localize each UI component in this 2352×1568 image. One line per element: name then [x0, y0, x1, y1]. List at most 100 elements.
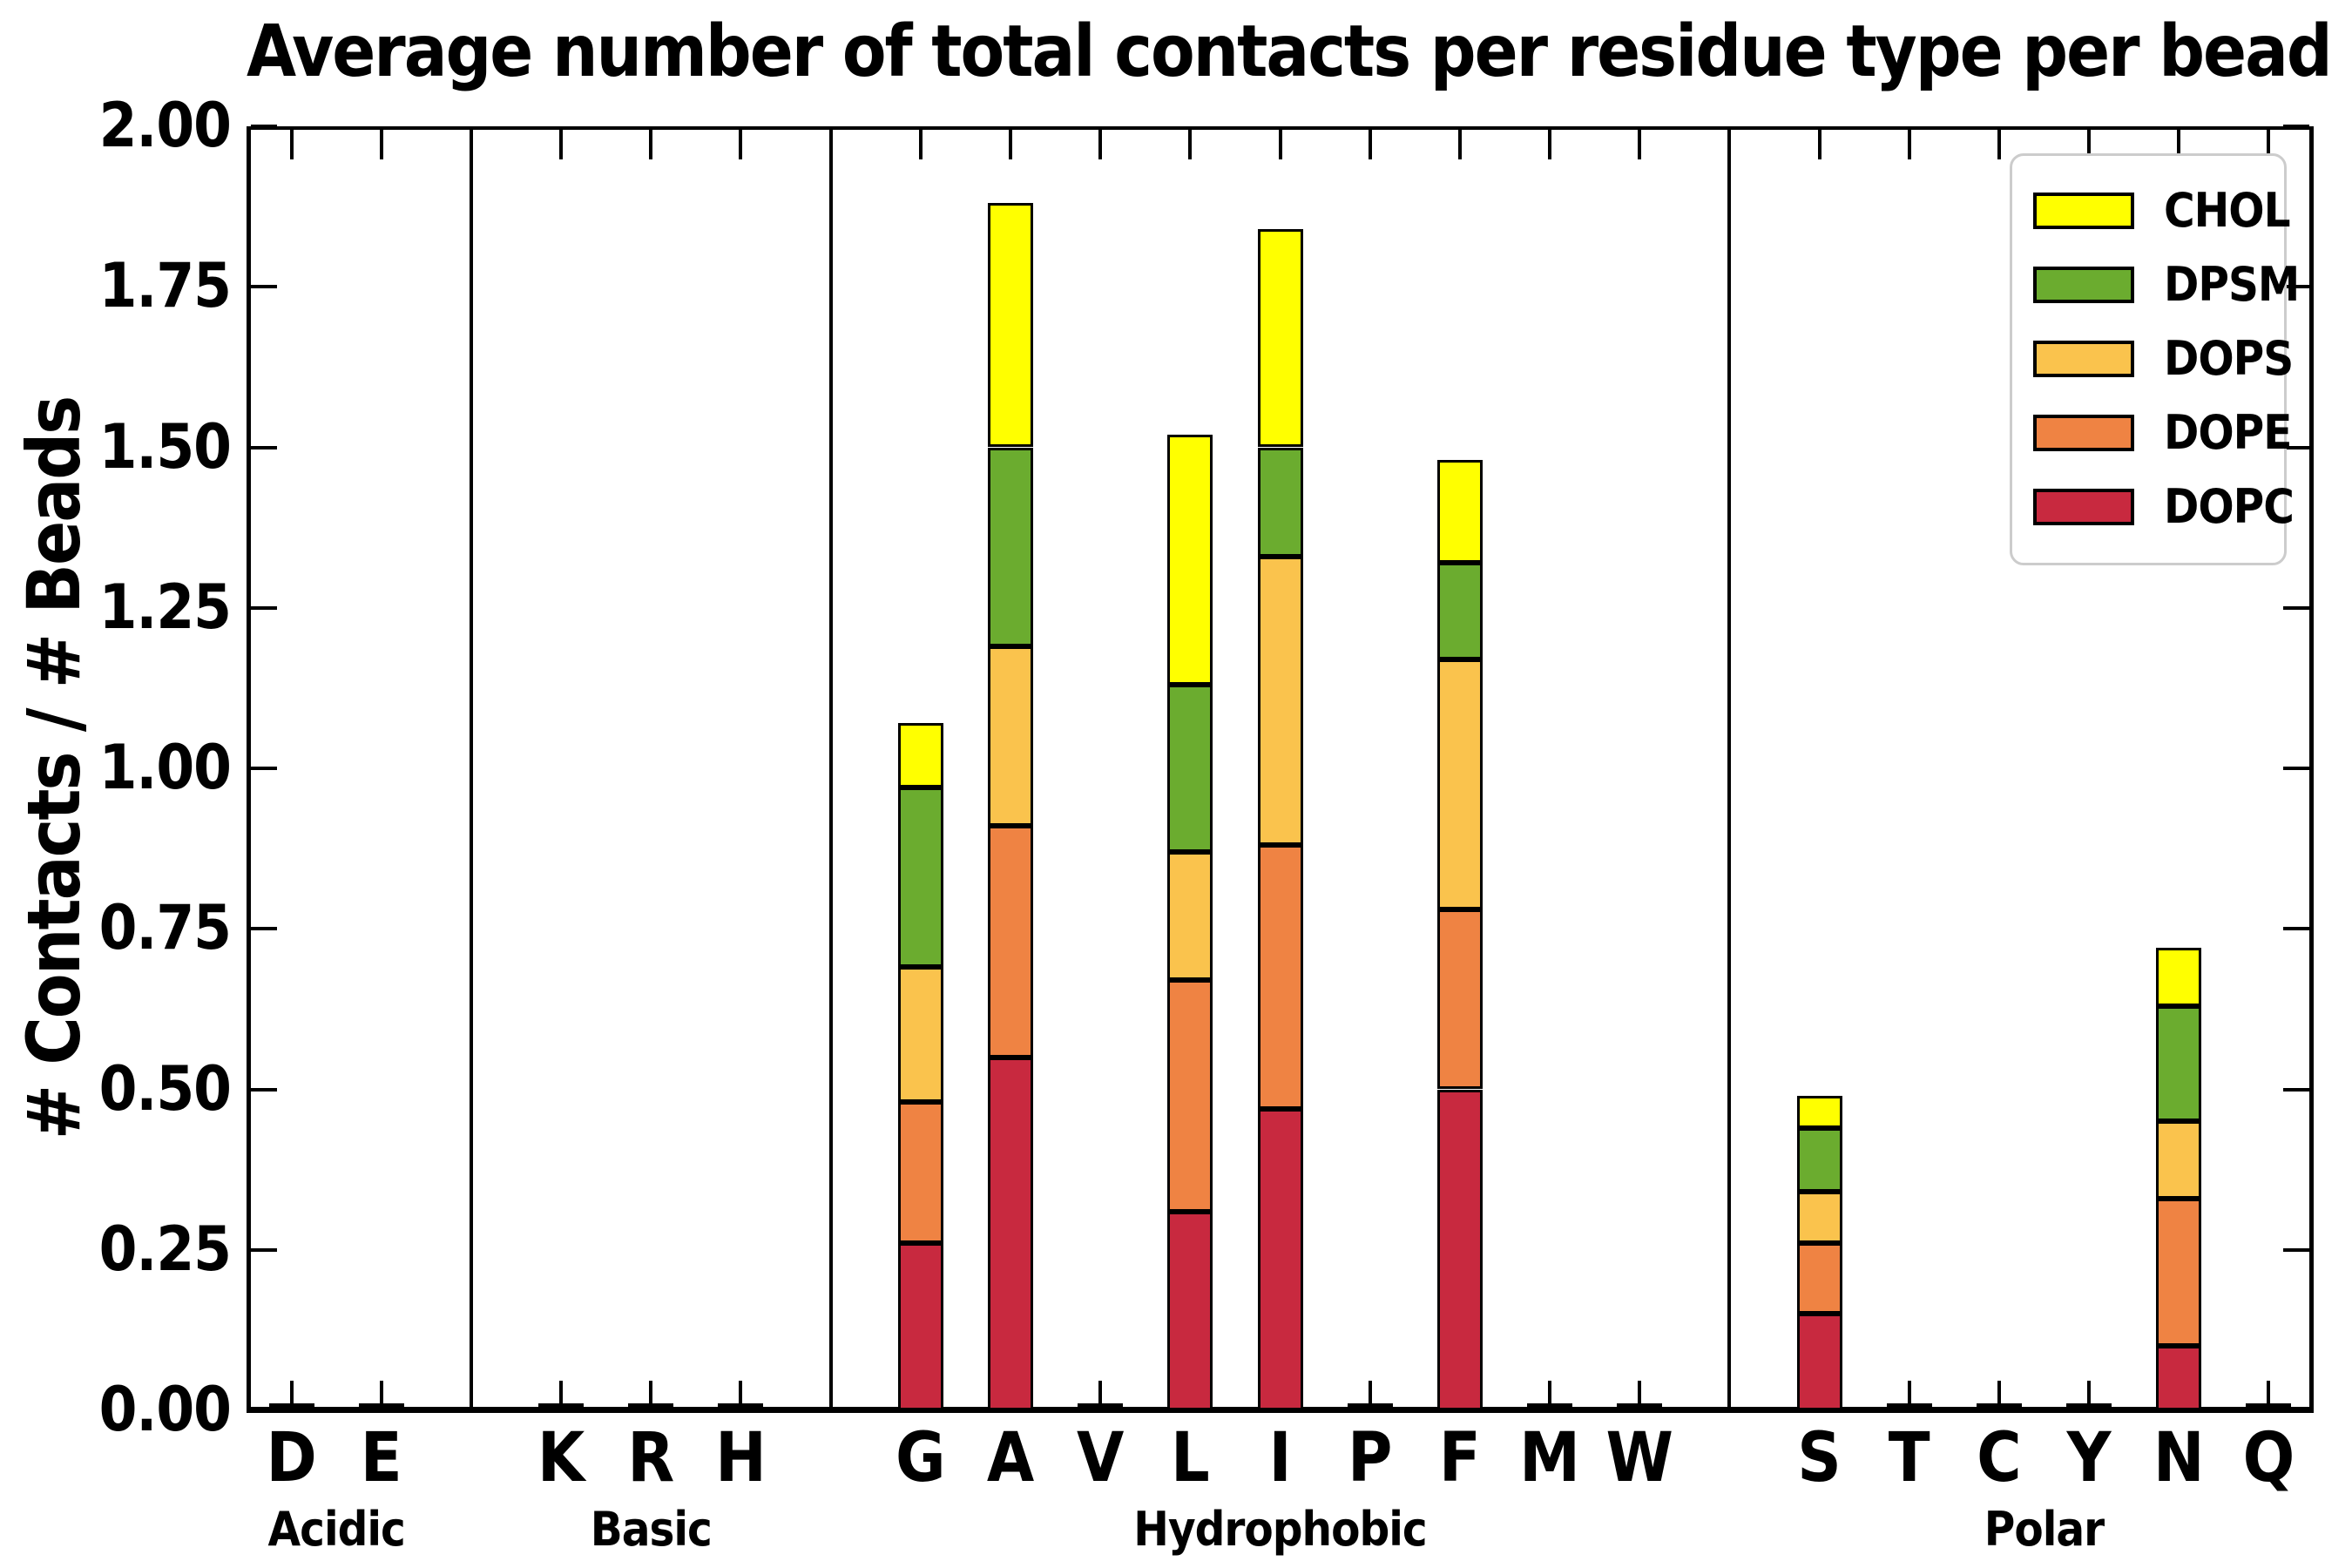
bar-K-zero [538, 1403, 585, 1410]
x-tick [1548, 1381, 1552, 1410]
x-tick [2087, 1381, 2092, 1410]
legend-swatch-chol [2033, 192, 2134, 229]
bar-C-zero [1976, 1403, 2022, 1410]
x-tick-label-N: N [2153, 1419, 2205, 1497]
bar-F-DOPE [1436, 909, 1483, 1090]
x-tick-label-Y: Y [2066, 1419, 2112, 1497]
plot-area [247, 125, 2314, 1413]
bar-I-CHOL [1257, 228, 1303, 448]
y-tick [251, 445, 277, 449]
y-tick-label-2.00: 2.00 [98, 90, 232, 161]
bar-M-zero [1527, 1403, 1573, 1410]
y-tick [2283, 1409, 2309, 1412]
y-tick [2283, 285, 2309, 289]
x-tick [1907, 1381, 1911, 1410]
x-tick-label-C: C [1977, 1419, 2022, 1497]
y-tick [251, 125, 277, 128]
bar-H-zero [718, 1403, 764, 1410]
bar-I-DOPC [1257, 1108, 1303, 1410]
x-tick [1278, 130, 1282, 159]
x-tick-label-I: I [1268, 1419, 1292, 1497]
x-tick [1188, 130, 1193, 159]
legend-row-dope: DOPE [2033, 395, 2292, 470]
y-tick-label-1.75: 1.75 [98, 250, 232, 322]
legend-swatch-dops [2033, 340, 2134, 377]
x-tick [289, 1381, 294, 1410]
x-tick [289, 130, 294, 159]
x-tick [1548, 130, 1552, 159]
x-tick [559, 130, 564, 159]
x-tick-label-L: L [1170, 1419, 1210, 1497]
legend: CHOL DPSM DOPS DOPE DOPC [2010, 153, 2300, 565]
group-label-basic: Basic [590, 1502, 713, 1557]
axis-spine-right [2309, 126, 2314, 1410]
x-tick-label-K: K [537, 1419, 585, 1497]
x-tick-label-H: H [715, 1419, 767, 1497]
group-label-acidic: Acidic [267, 1502, 406, 1557]
x-tick [1098, 1381, 1103, 1410]
bar-G-CHOL [897, 723, 943, 788]
bar-S-DPSM [1796, 1127, 1842, 1193]
y-tick [2283, 605, 2309, 610]
bar-R-zero [628, 1403, 674, 1410]
y-tick-label-1.25: 1.25 [98, 571, 232, 643]
bar-V-zero [1078, 1403, 1124, 1410]
bar-L-DOPS [1167, 851, 1213, 981]
x-tick-label-D: D [266, 1419, 317, 1497]
bar-F-CHOL [1436, 460, 1483, 564]
x-tick-label-P: P [1347, 1419, 1393, 1497]
x-tick [1638, 1381, 1642, 1410]
x-tick [1008, 130, 1012, 159]
bar-Q-zero [2246, 1403, 2292, 1410]
x-tick [1907, 130, 1911, 159]
x-tick [1098, 130, 1103, 159]
y-tick [2283, 1247, 2309, 1252]
y-tick-label-0.75: 0.75 [98, 892, 232, 964]
x-tick [2177, 130, 2181, 159]
legend-row-dpsm: DPSM [2033, 247, 2300, 321]
y-tick-label-0.00: 0.00 [98, 1374, 232, 1445]
x-tick-label-Q: Q [2242, 1419, 2295, 1497]
legend-row-dopc: DOPC [2033, 470, 2295, 544]
bar-I-DPSM [1257, 447, 1303, 557]
x-tick [379, 1381, 383, 1410]
y-tick [2283, 927, 2309, 931]
x-tick-label-G: G [896, 1419, 946, 1497]
x-tick [739, 130, 743, 159]
group-divider [469, 126, 473, 1410]
x-tick-label-W: W [1605, 1419, 1673, 1497]
bar-L-DOPE [1167, 980, 1213, 1212]
bar-S-DOPC [1796, 1314, 1842, 1410]
y-tick [251, 1409, 277, 1412]
y-tick [2283, 767, 2309, 770]
bar-P-zero [1347, 1403, 1393, 1410]
legend-swatch-dopc [2033, 488, 2134, 525]
x-tick [1997, 130, 2001, 159]
bar-N-DOPE [2156, 1198, 2202, 1347]
y-tick-label-1.50: 1.50 [98, 410, 232, 483]
bar-S-DOPE [1796, 1243, 1842, 1315]
bar-A-DOPC [987, 1057, 1033, 1410]
bar-L-DPSM [1167, 685, 1213, 852]
x-tick [918, 130, 923, 159]
bar-G-DOPS [897, 967, 943, 1103]
group-divider [1727, 126, 1732, 1410]
bar-W-zero [1617, 1403, 1663, 1410]
bar-S-DOPS [1796, 1192, 1842, 1244]
bar-A-DPSM [987, 447, 1033, 646]
x-tick [649, 130, 653, 159]
bar-L-DOPC [1167, 1211, 1213, 1410]
x-tick-label-A: A [986, 1419, 1035, 1497]
x-tick [1997, 1381, 2001, 1410]
x-tick-label-S: S [1797, 1419, 1842, 1497]
group-label-polar: Polar [1984, 1502, 2105, 1557]
bar-N-CHOL [2156, 948, 2202, 1006]
x-tick-label-V: V [1076, 1419, 1125, 1497]
x-tick [2267, 1381, 2271, 1410]
bar-N-DOPS [2156, 1121, 2202, 1199]
legend-label-dpsm: DPSM [2164, 257, 2300, 312]
legend-swatch-dpsm [2033, 266, 2134, 303]
x-tick [1368, 130, 1372, 159]
bar-T-zero [1886, 1403, 1932, 1410]
bar-L-CHOL [1167, 434, 1213, 686]
